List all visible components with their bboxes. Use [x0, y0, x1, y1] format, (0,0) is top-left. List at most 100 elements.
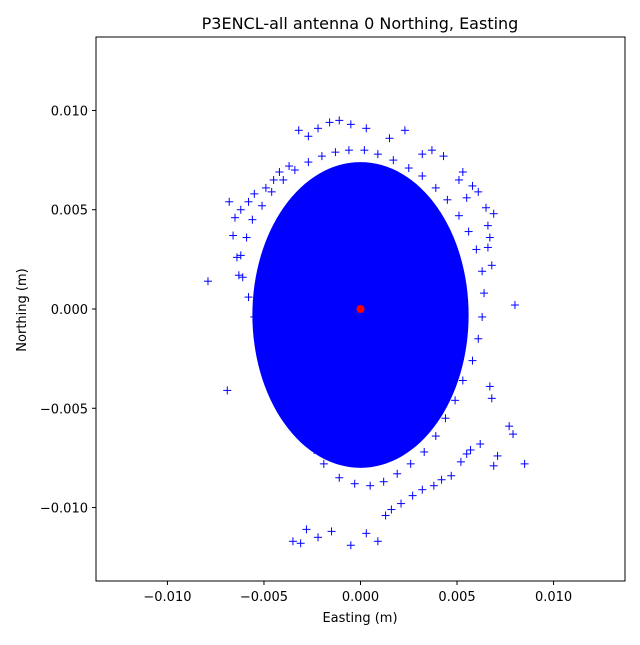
scatter-point	[275, 168, 284, 177]
scatter-point	[285, 400, 294, 409]
scatter-point	[290, 166, 299, 175]
scatter-point	[385, 134, 394, 143]
scatter-point	[244, 293, 253, 302]
scatter-point	[231, 213, 240, 222]
scatter-point	[462, 193, 471, 202]
scatter-point	[387, 505, 396, 514]
scatter-point	[468, 356, 477, 365]
scatter-point	[447, 471, 456, 480]
scatter-point	[269, 175, 278, 184]
scatter-point	[420, 447, 429, 456]
scatter-point	[327, 527, 336, 536]
scatter-point	[489, 461, 498, 470]
scatter-point	[478, 312, 487, 321]
scatter-point	[238, 273, 247, 282]
scatter-point	[389, 156, 398, 165]
x-axis-label: Easting (m)	[322, 611, 397, 626]
scatter-point	[381, 511, 390, 520]
scatter-points	[203, 116, 529, 550]
scatter-point	[520, 459, 529, 468]
reference-point-layer	[356, 305, 365, 313]
x-tick-label: 0.000	[342, 590, 379, 605]
scatter-point	[466, 445, 475, 454]
scatter-point	[393, 469, 402, 478]
scatter-point	[242, 233, 251, 242]
scatter-point	[487, 261, 496, 270]
x-tick-label: 0.005	[438, 590, 475, 605]
scatter-point	[404, 164, 413, 173]
scatter-point	[250, 189, 259, 198]
scatter-point	[244, 197, 253, 206]
scatter-point	[229, 231, 238, 240]
plot-area	[203, 116, 529, 550]
scatter-point	[314, 124, 323, 133]
scatter-point	[236, 205, 245, 214]
scatter-point	[304, 158, 313, 167]
scatter-point	[468, 181, 477, 190]
scatter-point	[261, 183, 270, 192]
scatter-point	[277, 384, 286, 393]
scatter-point	[439, 152, 448, 161]
scatter-point	[325, 118, 334, 127]
y-axis-label: Northing (m)	[15, 268, 30, 351]
scatter-point	[335, 116, 344, 125]
y-tick-label: −0.005	[40, 402, 88, 417]
scatter-point	[493, 451, 502, 460]
chart-title: P3ENCL-all antenna 0 Northing, Easting	[202, 14, 519, 33]
scatter-point	[509, 430, 518, 439]
y-tick-label: 0.010	[51, 104, 88, 119]
scatter-point	[267, 187, 276, 196]
scatter-point	[248, 215, 257, 224]
scatter-point	[335, 473, 344, 482]
scatter-point	[510, 301, 519, 310]
scatter-point	[483, 243, 492, 252]
x-tick-label: −0.010	[143, 590, 191, 605]
scatter-point	[346, 120, 355, 129]
scatter-point	[317, 152, 326, 161]
scatter-point	[481, 203, 490, 212]
scatter-point	[314, 533, 323, 542]
scatter-point	[485, 233, 494, 242]
y-tick-label: −0.010	[40, 502, 88, 517]
scatter-point	[464, 227, 473, 236]
x-tick-label: −0.005	[240, 590, 288, 605]
scatter-point	[232, 253, 241, 262]
scatter-point	[360, 146, 369, 155]
scatter-point	[408, 491, 417, 500]
scatter-point	[505, 422, 514, 431]
scatter-point	[454, 175, 463, 184]
scatter-point	[437, 475, 446, 484]
scatter-point	[373, 150, 382, 159]
scatter-point	[373, 537, 382, 546]
scatter-point	[443, 195, 452, 204]
x-axis: −0.010 −0.005 0.000 0.005 0.010	[143, 581, 572, 605]
scatter-point	[366, 481, 375, 490]
scatter-point	[236, 251, 245, 260]
scatter-point	[294, 126, 303, 135]
x-tick-label: 0.010	[535, 590, 572, 605]
y-axis: −0.010 −0.005 0.000 0.005 0.010	[40, 104, 96, 517]
scatter-point	[418, 171, 427, 180]
scatter-point	[344, 146, 353, 155]
scatter-point	[476, 440, 485, 449]
scatter-point	[250, 312, 259, 321]
scatter-point	[400, 126, 409, 135]
scatter-point	[456, 457, 465, 466]
scatter-point	[441, 414, 450, 423]
scatter-point	[362, 124, 371, 133]
scatter-point	[263, 348, 272, 357]
scatter-point	[485, 382, 494, 391]
y-tick-label: 0.000	[51, 303, 88, 318]
scatter-point	[474, 334, 483, 343]
scatter-point	[379, 477, 388, 486]
scatter-point	[271, 366, 280, 375]
scatter-point	[418, 150, 427, 159]
scatter-point	[304, 132, 313, 141]
scatter-point	[362, 529, 371, 538]
scatter-point	[279, 175, 288, 184]
reference-point	[356, 305, 365, 313]
scatter-point	[478, 267, 487, 276]
scatter-point	[296, 539, 305, 548]
